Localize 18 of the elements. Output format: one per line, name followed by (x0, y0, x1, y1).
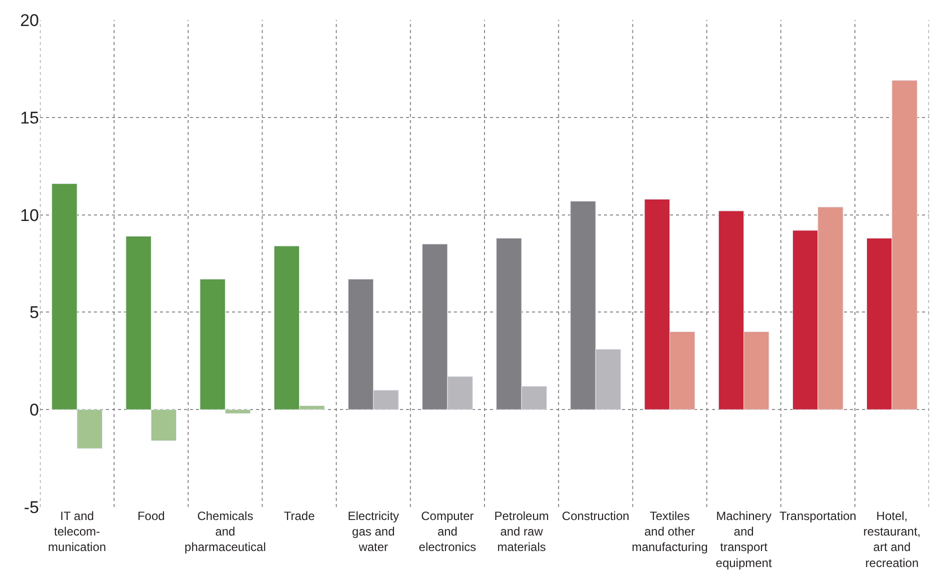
x-tick-label: Chemicals and pharmaceutical (184, 509, 266, 554)
x-tick-label: Trade (284, 509, 316, 523)
y-tick-label: 5 (30, 303, 39, 322)
x-tick-label: Computer and electronics (418, 509, 476, 554)
x-tick-label: Petroleum and raw materials (494, 509, 549, 554)
x-tick-label: Textiles and other manufacturing (632, 509, 708, 554)
x-tick-label: Food (137, 509, 165, 523)
x-tick-label: Construction (562, 509, 630, 523)
x-tick-label: Electricity gas and water (348, 509, 400, 554)
x-tick-label: IT and telecom- munication (48, 509, 106, 554)
y-tick-label: 10 (20, 206, 39, 225)
y-tick-label: 20 (20, 10, 39, 30)
y-tick-label: 0 (30, 400, 39, 420)
x-tick-label: Machinery and transport equipment (716, 509, 772, 570)
y-tick-label: -5 (24, 498, 39, 517)
x-tick-label: Transportation (779, 509, 856, 523)
x-tick-label: Hotel, restaurant, art and recreation (863, 509, 921, 570)
y-tick-label: 15 (20, 108, 39, 128)
